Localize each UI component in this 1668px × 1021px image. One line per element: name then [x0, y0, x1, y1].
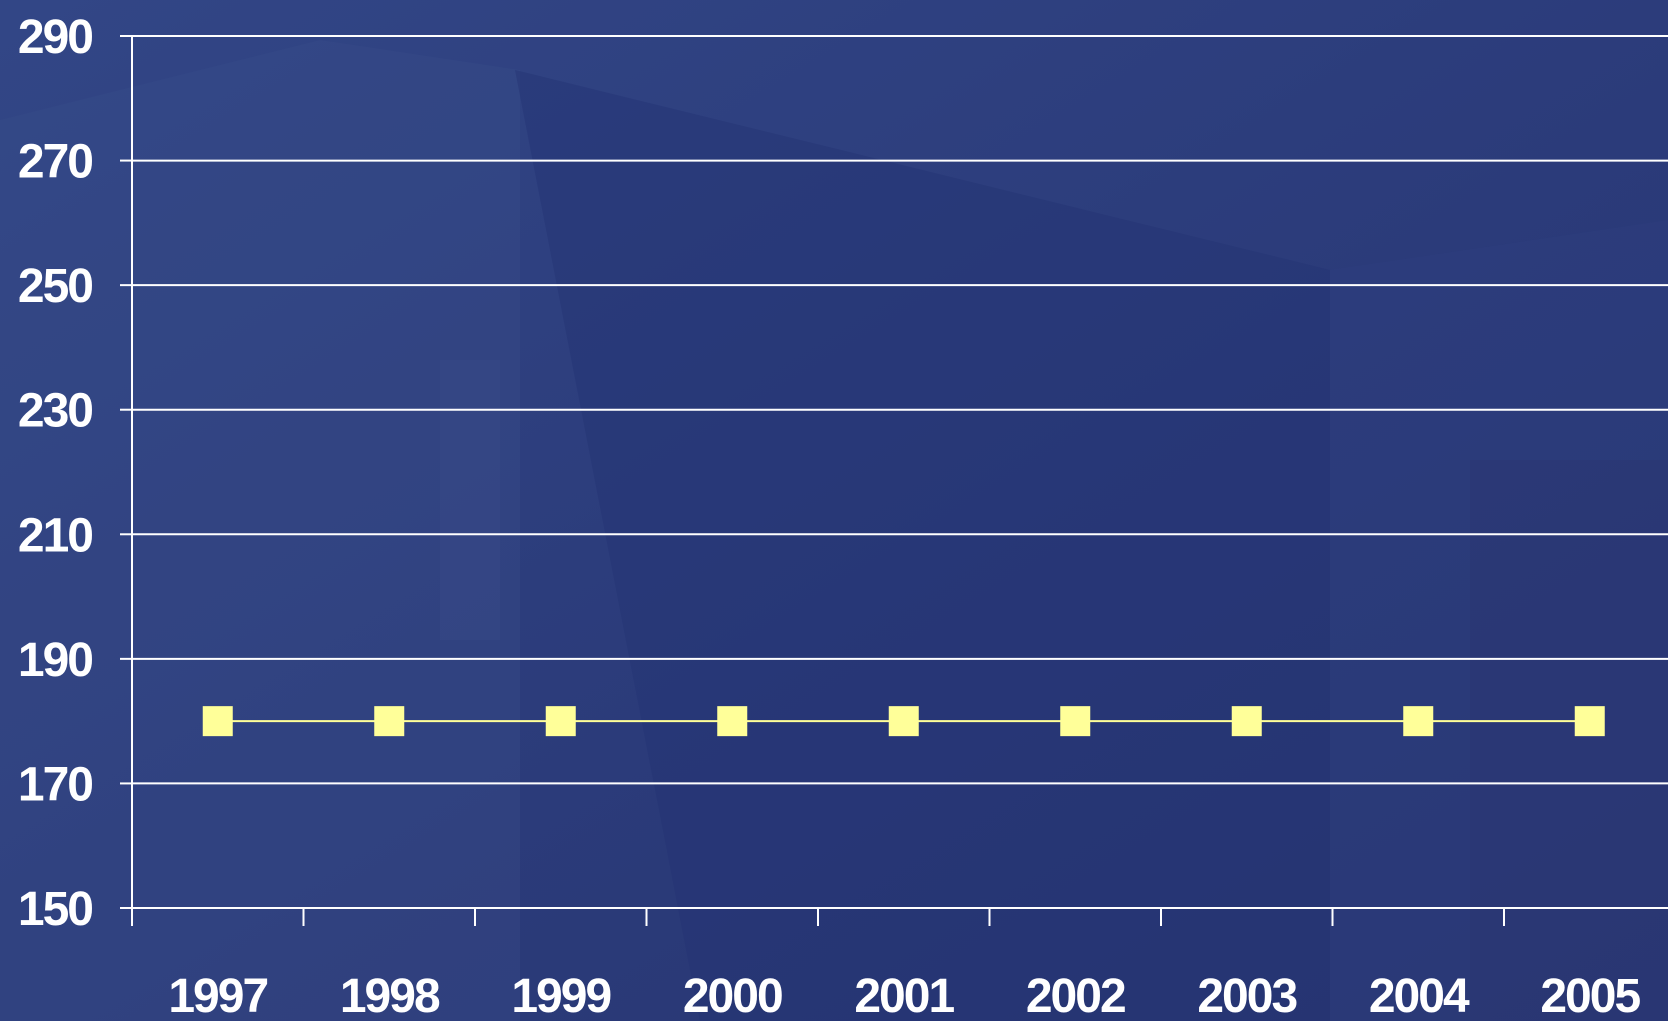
x-tick-label: 1999	[511, 970, 610, 1021]
x-tick-label: 1998	[340, 970, 440, 1021]
x-tick-label: 2000	[683, 970, 782, 1021]
x-tick-label: 2003	[1197, 970, 1296, 1021]
data-point-marker	[888, 706, 919, 737]
y-tick-label: 290	[18, 11, 92, 64]
x-tick-label: 2004	[1369, 970, 1470, 1021]
data-point-marker	[374, 706, 405, 737]
data-point-marker	[1231, 706, 1262, 737]
data-point-marker	[202, 706, 233, 737]
y-tick-label: 250	[18, 260, 92, 313]
x-tick-label: 1997	[168, 970, 267, 1021]
data-point-marker	[1574, 706, 1605, 737]
y-tick-label: 170	[18, 758, 92, 811]
x-tick-label: 2001	[854, 970, 954, 1021]
data-point-marker	[1060, 706, 1091, 737]
y-tick-label: 210	[18, 509, 92, 562]
data-point-marker	[545, 706, 576, 737]
y-tick-label: 190	[18, 634, 92, 687]
x-tick-label: 2002	[1026, 970, 1125, 1021]
data-point-marker	[1403, 706, 1434, 737]
y-tick-label: 230	[18, 385, 92, 438]
y-tick-label: 150	[18, 883, 92, 936]
x-tick-label: 2005	[1540, 970, 1640, 1021]
y-tick-label: 270	[18, 136, 92, 189]
data-point-marker	[717, 706, 748, 737]
